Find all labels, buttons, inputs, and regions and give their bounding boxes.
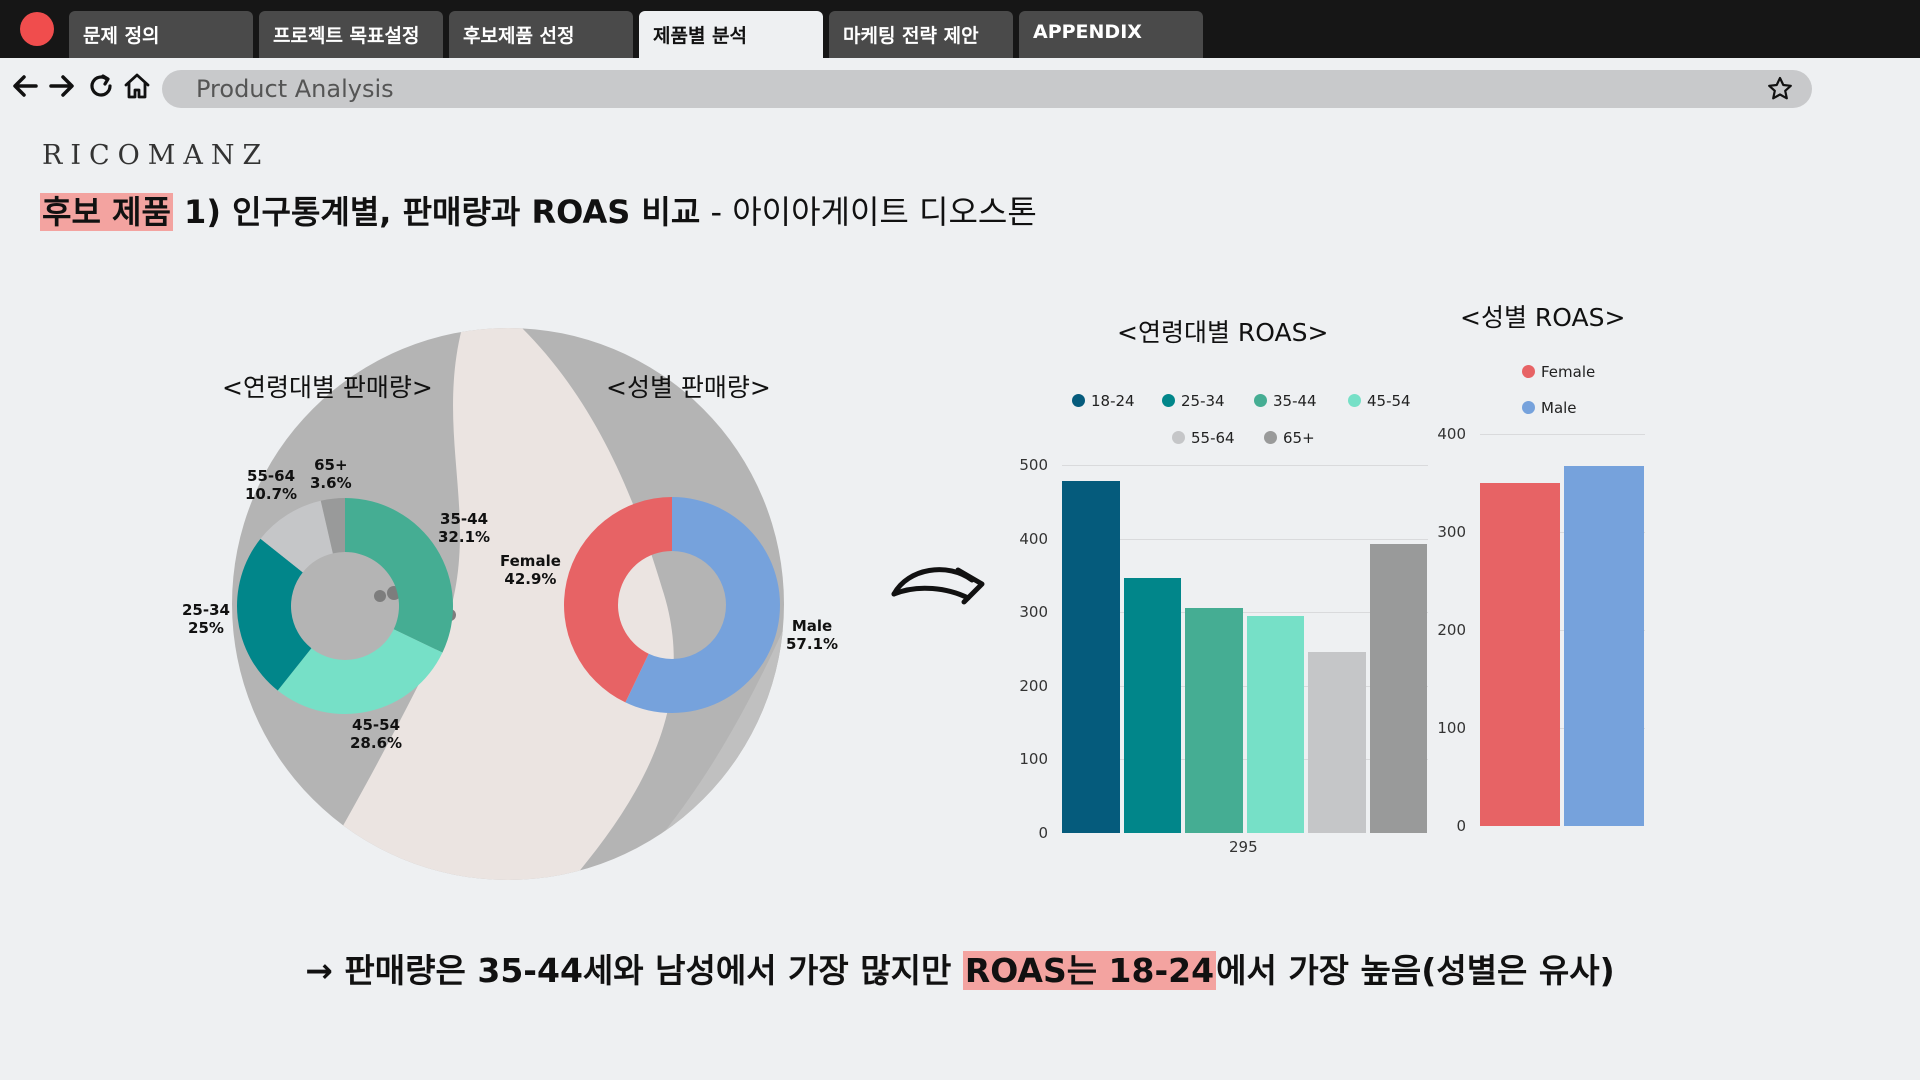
grid-line [1062,465,1428,466]
label-male: Male 57.1% [786,617,839,653]
legend-label: 65+ [1283,429,1315,447]
bar-female [1480,483,1560,826]
label-35-44: 35-44 32.1% [438,510,491,546]
y-tick-label: 100 [1019,750,1048,769]
donut-slice-Female [564,497,672,703]
tab-problem-definition[interactable]: 문제 정의 [69,11,253,58]
legend-label: 25-34 [1181,392,1225,410]
bar-45-54 [1246,615,1304,833]
close-window-button[interactable] [20,12,54,46]
title-subtitle: - 아이아게이트 디오스톤 [700,193,1037,231]
y-tick-label: 400 [1437,425,1466,443]
legend-label: Female [1541,363,1596,381]
bar-18-24 [1062,481,1120,833]
bar-25-34 [1123,577,1181,833]
grid-line [1062,685,1428,687]
age-roas-xtick: 295 [1229,838,1258,856]
legend-label: 45-54 [1367,392,1411,410]
refresh-icon[interactable] [86,71,116,101]
donut-slice-35-44 [345,498,453,653]
label-45-54: 45-54 28.6% [350,716,403,752]
tab-marketing-strategy[interactable]: 마케팅 전략 제안 [829,11,1013,58]
y-tick-label: 500 [1019,456,1048,474]
tab-project-goals[interactable]: 프로젝트 목표설정 [259,11,443,58]
tab-appendix[interactable]: APPENDIX [1019,11,1203,58]
grid-line [1480,728,1645,729]
bar-35-44 [1185,607,1243,833]
legend-swatch [1522,401,1535,414]
gender-roas-title: <성별 ROAS> [1460,303,1626,332]
tab-bar: 문제 정의 프로젝트 목표설정 후보제품 선정 제품별 분석 마케팅 전략 제안… [0,0,1920,58]
donut-slice-25-34 [237,538,312,691]
label-female: Female 42.9% [500,552,561,588]
label-25-34: 25-34 25% [182,601,230,637]
title-highlight: 후보 제품 [40,193,173,231]
tab-candidate-products[interactable]: 후보제품 선정 [449,11,633,58]
legend-item-18-24: 18-24 [1072,392,1135,410]
y-tick-label: 200 [1437,621,1466,639]
legend-item-female: Female [1522,363,1595,381]
page-title: 후보 제품 1) 인구통계별, 판매량과 ROAS 비교 - 아이아게이트 디오… [40,187,1037,233]
legend-swatch [1162,394,1175,407]
legend-swatch [1522,365,1535,378]
age-roas-title: <연령대별 ROAS> [1117,318,1329,347]
tab-product-analysis[interactable]: 제품별 분석 [639,11,823,58]
grid-line [1062,538,1428,540]
conclusion-text: → 판매량은 35-44세와 남성에서 가장 많지만 ROAS는 18-24에서… [305,951,1615,990]
y-tick-label: 300 [1437,523,1466,541]
legend-item-65-plus: 65+ [1264,429,1315,447]
donut-slice-Male [625,497,780,713]
y-tick-label: 200 [1019,676,1048,695]
product-photo [232,328,784,880]
age-sales-title: <연령대별 판매량> [222,373,433,402]
label-55-64: 55-64 10.7% [245,467,298,503]
legend-swatch [1264,431,1277,444]
label-65-plus: 65+ 3.6% [310,456,352,492]
legend-label: 18-24 [1091,392,1135,410]
legend-swatch [1072,394,1085,407]
legend-item-55-64: 55-64 [1172,429,1235,447]
grid-line [1480,630,1645,631]
legend-item-male: Male [1522,399,1577,417]
gender-sales-donut [564,497,780,713]
grid-line [1480,434,1645,435]
grid-line [1480,532,1645,533]
address-text: Product Analysis [196,75,394,103]
legend-item-35-44: 35-44 [1254,392,1317,410]
donut-slice-55-64 [260,500,333,573]
y-tick-label: 0 [1038,824,1048,842]
y-tick-label: 300 [1019,603,1048,622]
title-main: 1) 인구통계별, 판매량과 ROAS 비교 [172,193,701,231]
legend-swatch [1254,394,1267,407]
donut-slice-45-54 [277,629,443,714]
bar-55-64 [1308,651,1366,833]
brand-logo: RICOMANZ [42,140,270,171]
grid-line [1062,612,1428,614]
legend-label: 35-44 [1273,392,1317,410]
legend-swatch [1172,431,1185,444]
navigation-bar [0,58,1920,118]
legend-label: 55-64 [1191,429,1235,447]
back-arrow-icon[interactable] [10,71,40,101]
y-tick-label: 400 [1019,529,1048,548]
conclusion-highlight: ROAS는 18-24 [962,951,1217,990]
home-icon[interactable] [122,71,152,101]
legend-item-25-34: 25-34 [1162,392,1225,410]
bar-65-plus [1369,543,1427,833]
y-tick-label: 0 [1456,817,1466,835]
y-tick-label: 100 [1437,719,1466,737]
star-icon[interactable] [1766,75,1794,103]
legend-swatch [1348,394,1361,407]
address-bar[interactable]: Product Analysis [162,70,1812,108]
curved-arrow-icon [891,567,985,605]
grid-line [1062,759,1428,761]
legend-label: Male [1541,399,1577,417]
bar-male [1564,466,1644,826]
gender-sales-title: <성별 판매량> [606,373,771,402]
forward-arrow-icon[interactable] [47,71,77,101]
age-sales-donut [237,498,453,714]
legend-item-45-54: 45-54 [1348,392,1411,410]
donut-slice-65-plus [320,498,345,554]
